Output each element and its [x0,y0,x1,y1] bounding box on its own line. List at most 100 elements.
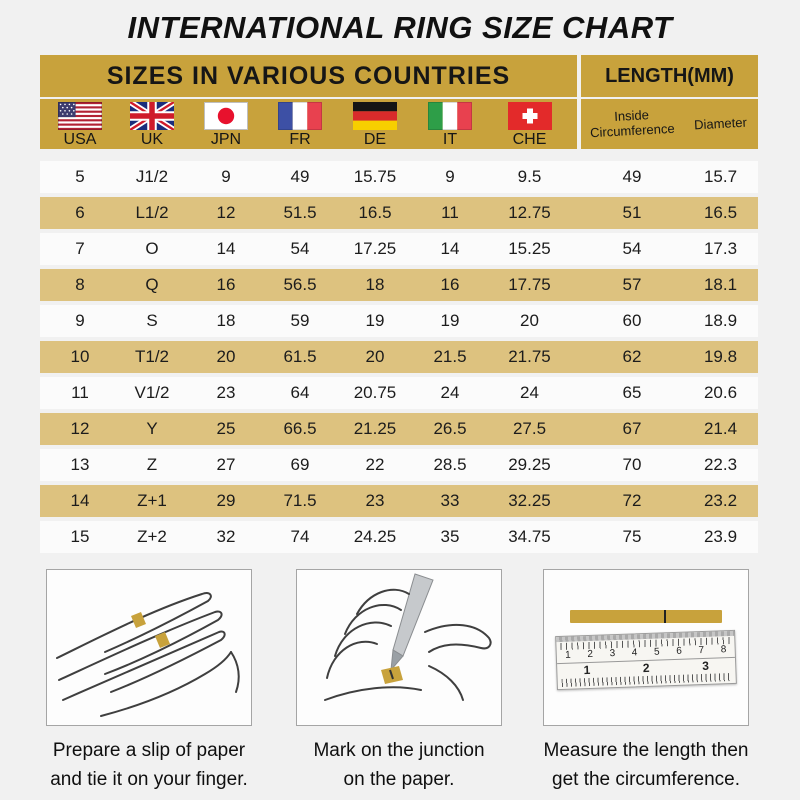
table-cell: 59 [290,311,310,330]
table-row: 7 O 14 54 17.25 14 15.25 54 17.3 [40,233,758,265]
table-cell: 27 [216,455,236,474]
italy-flag-icon [428,102,472,130]
ruler-number: 1 [583,662,591,678]
table-cell: 18 [365,275,385,294]
table-cell: 28.5 [433,455,467,474]
column-header-it: IT [418,99,482,149]
table-cell: 9 [221,167,231,186]
table-row: 14 Z+1 29 71.5 23 33 32.25 72 23.2 [40,485,758,517]
table-cell: 24 [520,383,539,402]
table-row: 11 V1/2 23 64 20.75 24 24 65 20.6 [40,377,758,409]
table-cell: 27.5 [512,419,547,438]
germany-flag-icon [353,102,397,130]
table-cell: 65 [622,383,642,402]
column-label: JPN [210,131,242,148]
table-cell: 20.75 [353,383,397,402]
col-header-diameter: Diameter [693,114,748,133]
table-cell: 23.2 [703,491,738,510]
table-row: 12 Y 25 66.5 21.25 26.5 27.5 67 21.4 [40,413,758,445]
table-cell: 60 [622,311,642,330]
table-cell: 19 [365,311,385,330]
table-cell: 14 [216,239,236,258]
table-cell: 24 [440,383,460,402]
table-cell: 29 [216,491,236,510]
table-cell: 15 [70,527,90,546]
table-group-header-row: SIZES IN VARIOUS COUNTRIES LENGTH(MM) [40,55,758,97]
table-cell: 8 [75,275,85,294]
step-image-box [296,569,502,726]
table-cell: 32 [216,527,236,546]
col-header-inside-circumference: Inside Circumference [589,107,675,141]
ruler-number: 3 [609,648,616,660]
table-cell: 72 [622,491,642,510]
table-cell: 20 [520,311,539,330]
table-cell: 9 [445,167,455,186]
table-cell: 12.75 [508,203,551,222]
ruler-number: 7 [698,644,705,657]
ruler-number: 1 [564,649,571,661]
ruler-number: 5 [653,646,660,658]
table-cell: 20 [365,347,385,366]
table-cell: 10 [70,347,90,366]
step-prepare-paper: Prepare a slip of paper and tie it on yo… [29,569,269,794]
table-row: 10 T1/2 20 61.5 20 21.5 21.75 62 19.8 [40,341,758,373]
table-cell: 33 [440,491,460,510]
table-cell: 14 [70,491,90,510]
table-row: 9 S 18 59 19 19 20 60 18.9 [40,305,758,337]
column-header-uk: UK [120,99,184,149]
paper-strip [570,610,722,623]
table-cell: T1/2 [134,347,170,366]
table-cell: 21.5 [433,347,467,366]
table-cell: 54 [290,239,310,258]
pen-mark [389,669,394,680]
column-label: UK [140,131,164,148]
ruler-number: 6 [676,645,683,657]
table-cell: 18 [216,311,236,330]
table-cell: 25 [216,419,236,438]
table-row: 6 L1/2 12 51.5 16.5 11 12.75 51 16.5 [40,197,758,229]
column-label: IT [442,131,458,148]
table-row: 13 Z 27 69 22 28.5 29.25 70 22.3 [40,449,758,481]
table-cell: 11 [441,203,459,222]
table-cell: Z+2 [137,527,167,546]
japan-flag-icon [204,102,248,130]
usa-flag-icon [58,102,102,130]
table-row: 8 Q 16 56.5 18 16 17.75 57 18.1 [40,269,758,301]
flag-columns: USA UK JPN FR DE IT CHE [40,99,577,149]
table-cell: Z [146,455,158,474]
table-cell: S [146,311,158,330]
table-cell: 16.5 [703,203,738,222]
table-cell: 51.5 [283,203,317,222]
table-cell: 21.25 [353,419,397,438]
group-header-countries: SIZES IN VARIOUS COUNTRIES [40,55,577,97]
ruler-number: 4 [631,647,638,659]
step-caption: Measure the length then get the circumfe… [543,740,749,790]
length-header-block: Inside Circumference Diameter [581,99,758,149]
step-caption: Mark on the junction on the paper. [313,740,485,790]
table-cell: 15.25 [508,239,551,258]
table-cell: 22 [365,455,385,474]
table-cell: 54 [622,239,642,258]
table-cell: 16 [440,275,460,294]
mark-junction-illustration [324,573,492,701]
table-cell: O [145,239,159,258]
table-cell: 23 [216,383,236,402]
table-cell: Q [145,275,159,294]
step-caption: Prepare a slip of paper and tie it on yo… [50,740,248,790]
hand-paper-slip-illustration [56,592,240,717]
flag-header-block: USA UK JPN FR DE IT CHE [40,99,577,149]
table-cell: 16.5 [358,203,392,222]
uk-flag-icon [130,102,174,130]
table-cell: 21.75 [508,347,551,366]
ruler-number: 2 [642,660,650,676]
table-cell: 51 [622,203,642,222]
column-label: DE [363,131,387,148]
size-table: SIZES IN VARIOUS COUNTRIES LENGTH(MM) US… [40,55,758,557]
table-cell: 13 [70,455,90,474]
table-cell: 24.25 [353,527,397,546]
table-cell: 7 [75,239,85,258]
table-cell: 15.75 [353,167,397,186]
table-cell: Y [146,419,158,438]
